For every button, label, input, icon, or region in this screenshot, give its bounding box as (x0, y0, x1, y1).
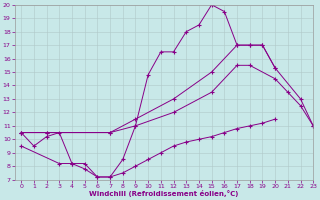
X-axis label: Windchill (Refroidissement éolien,°C): Windchill (Refroidissement éolien,°C) (89, 190, 239, 197)
